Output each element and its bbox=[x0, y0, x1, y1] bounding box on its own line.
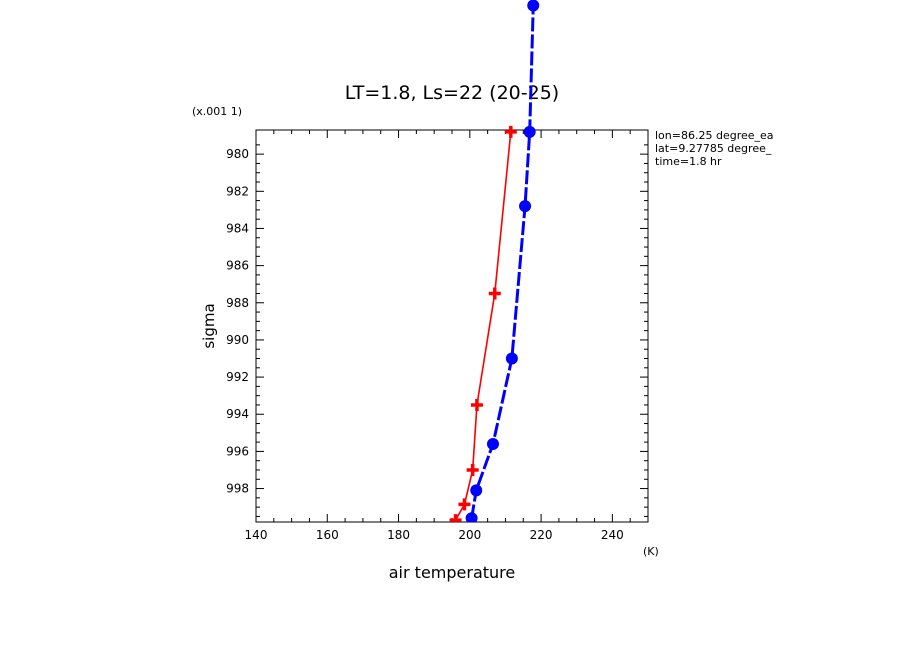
x-tick-label: 220 bbox=[530, 528, 553, 542]
y-tick-label: 994 bbox=[226, 407, 249, 421]
chart-title: LT=1.8, Ls=22 (20-25) bbox=[345, 82, 559, 104]
y-tick-label: 980 bbox=[226, 147, 249, 161]
series-point-plus bbox=[488, 287, 501, 300]
series-point-circle bbox=[505, 352, 518, 365]
series-point-circle bbox=[486, 437, 499, 450]
series-point-plus bbox=[466, 463, 479, 476]
y-scale-label: (x.001 1) bbox=[192, 105, 242, 118]
axis-ticks: 140 160 180 200 220 240 980 982 984 986 988 990 992 9… bbox=[226, 130, 649, 542]
y-tick-label: 996 bbox=[226, 444, 249, 458]
x-tick-label: 240 bbox=[601, 528, 624, 542]
series-point-circle bbox=[470, 484, 483, 497]
series-point-plus bbox=[449, 514, 462, 522]
series-point-plus bbox=[470, 398, 483, 411]
y-tick-label: 992 bbox=[226, 370, 249, 384]
series-point-circle bbox=[519, 200, 532, 213]
series-line-0 bbox=[454, 131, 512, 521]
x-tick-label: 200 bbox=[458, 528, 481, 542]
series-point-circle bbox=[523, 125, 536, 138]
x-tick-label: 140 bbox=[245, 528, 268, 542]
x-axis-unit: (K) bbox=[643, 545, 659, 558]
series-point-plus bbox=[504, 125, 517, 138]
y-tick-label: 990 bbox=[226, 333, 249, 347]
y-tick-label: 984 bbox=[226, 221, 249, 235]
series-point-plus bbox=[458, 498, 471, 511]
plot-frame bbox=[255, 129, 649, 523]
x-tick-label: 160 bbox=[316, 528, 339, 542]
x-axis-label: air temperature bbox=[389, 563, 515, 582]
x-tick-label: 180 bbox=[387, 528, 410, 542]
series-point-circle bbox=[465, 512, 478, 522]
info-lon: lon=86.25 degree_ea bbox=[655, 129, 774, 142]
y-tick-label: 986 bbox=[226, 259, 249, 273]
info-lat: lat=9.27785 degree_ bbox=[655, 142, 772, 155]
y-tick-label: 982 bbox=[226, 184, 249, 198]
y-tick-label: 998 bbox=[226, 482, 249, 496]
series-point-circle bbox=[527, 0, 540, 12]
info-time: time=1.8 hr bbox=[655, 155, 722, 168]
series-layer bbox=[449, 0, 540, 522]
y-axis-label: sigma bbox=[200, 303, 218, 348]
y-tick-label: 988 bbox=[226, 296, 249, 310]
